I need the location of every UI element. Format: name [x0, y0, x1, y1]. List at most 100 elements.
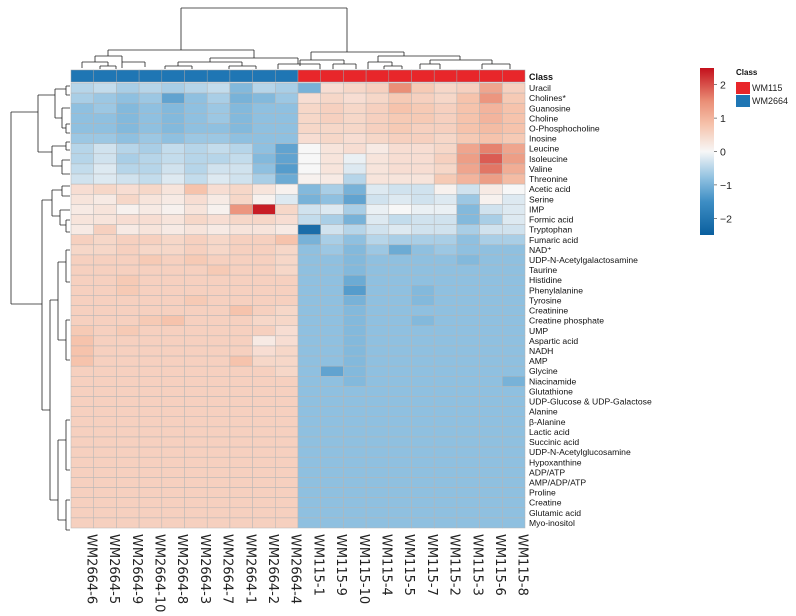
heatmap-cell [229, 477, 253, 488]
heatmap-cell [161, 355, 185, 367]
heatmap-cell [229, 386, 253, 397]
row-label: β-Alanine [529, 417, 566, 427]
heatmap-cell [138, 194, 163, 205]
heatmap-cell [411, 143, 435, 155]
heatmap-cell [456, 264, 480, 276]
heatmap-cell [116, 113, 140, 124]
heatmap-cell [479, 102, 503, 114]
col-dendrogram-branch [164, 65, 193, 69]
heatmap-cell [456, 163, 480, 175]
heatmap-cell [161, 426, 185, 438]
heatmap-cell [433, 173, 458, 185]
heatmap-cell [184, 264, 208, 276]
row-label: Creatine phosphate [529, 316, 604, 326]
heatmap-cell [116, 204, 140, 215]
color-scale-legend: 2 1 0 −1 −2 [700, 68, 732, 235]
heatmap-cell [388, 264, 412, 276]
heatmap-cell [297, 143, 321, 155]
heatmap-cell [320, 416, 344, 428]
heatmap-cell [138, 92, 163, 104]
heatmap-cell [93, 254, 117, 266]
row-dendrogram-branch [61, 185, 70, 197]
heatmap-cell [456, 406, 480, 418]
heatmap-cell [343, 224, 367, 235]
heatmap-cell [184, 183, 208, 195]
heatmap-cell [456, 456, 480, 468]
heatmap-cell [320, 487, 344, 498]
heatmap-cell [502, 92, 526, 104]
heatmap-cell [502, 264, 526, 276]
heatmap-cell [502, 386, 526, 397]
heatmap-cell [229, 143, 253, 155]
heatmap-cell [229, 295, 253, 306]
heatmap-cell [229, 102, 253, 114]
heatmap-cell [411, 244, 435, 256]
heatmap-cell [365, 244, 390, 256]
heatmap-cell [184, 254, 208, 266]
heatmap-cell [479, 376, 503, 387]
heatmap-cell [411, 153, 435, 165]
heatmap-cell [138, 82, 163, 94]
heatmap-cell [275, 264, 299, 276]
heatmap-cell [343, 436, 367, 448]
heatmap-cell [252, 153, 276, 165]
heatmap-cell [161, 102, 185, 114]
heatmap-cell [229, 305, 253, 316]
heatmap-cell [116, 467, 140, 478]
heatmap-cell [365, 123, 390, 134]
heatmap-cell [388, 173, 412, 185]
heatmap-cell [479, 133, 503, 144]
heatmap-cell [343, 82, 367, 94]
heatmap-cell [184, 355, 208, 367]
heatmap-cell [138, 102, 163, 114]
class-annotation-cell [343, 69, 367, 83]
heatmap-cell [161, 214, 185, 225]
heatmap-cell [433, 305, 458, 316]
row-dendrogram-branch [65, 319, 70, 361]
heatmap-cell [479, 345, 503, 357]
heatmap-cell [275, 173, 299, 185]
heatmap-cell [252, 517, 276, 529]
heatmap-cell [456, 497, 480, 509]
heatmap-cell [502, 254, 526, 266]
row-label: Histidine [529, 275, 562, 285]
column-label: WM115-5 [401, 534, 416, 596]
heatmap-cell [388, 335, 412, 347]
heatmap-cell [456, 254, 480, 266]
heatmap-cell [161, 376, 185, 387]
column-label: WM2664-2 [265, 534, 280, 604]
heatmap-cell [479, 325, 503, 337]
heatmap-cell [206, 507, 231, 519]
heatmap-cell [365, 396, 390, 407]
heatmap-cell [206, 204, 231, 215]
heatmap-cell [93, 517, 117, 529]
heatmap-cell [93, 295, 117, 306]
heatmap-cell [433, 507, 458, 519]
heatmap-cell [93, 194, 117, 205]
heatmap-cell [275, 102, 299, 114]
heatmap-cell [411, 204, 435, 215]
heatmap-cell [184, 507, 208, 519]
heatmap-cell [388, 133, 412, 144]
heatmap-cell [365, 274, 390, 286]
heatmap-cell [93, 386, 117, 397]
heatmap-cell [502, 295, 526, 306]
heatmap-cell [275, 406, 299, 418]
heatmap-cell [275, 133, 299, 144]
heatmap-cell [70, 507, 94, 519]
heatmap-cell [229, 436, 253, 448]
heatmap-cell [206, 355, 231, 367]
heatmap-cell [70, 376, 94, 387]
col-dendrogram-branch [332, 63, 357, 69]
heatmap-cell [365, 365, 390, 377]
heatmap-cell [320, 426, 344, 438]
heatmap-cell [229, 497, 253, 509]
heatmap-cell [70, 406, 94, 418]
heatmap-cell [343, 244, 367, 256]
heatmap-cell [275, 487, 299, 498]
heatmap-cell [116, 194, 140, 205]
col-dendrogram-branch [121, 61, 146, 68]
heatmap-cell [184, 406, 208, 418]
heatmap-cell [365, 133, 390, 144]
heatmap-cell [161, 113, 185, 124]
